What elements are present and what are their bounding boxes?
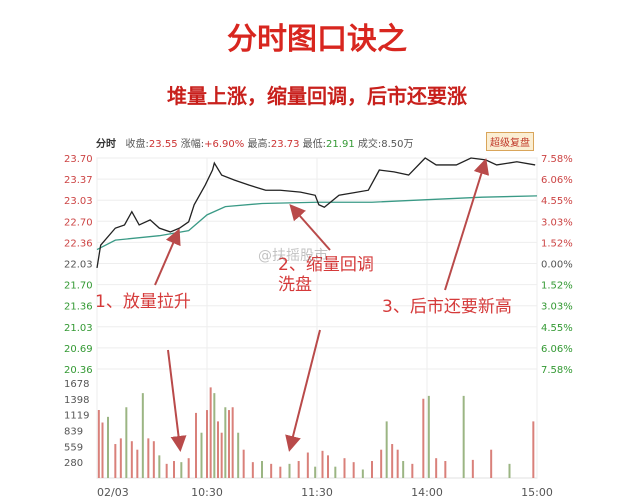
annotation-arrow [444, 158, 490, 291]
pct-tick-label: 3.03% [541, 217, 573, 228]
x-tick-label: 02/03 [97, 486, 129, 499]
price-tick-label: 21.36 [64, 302, 93, 313]
annotation-2: 2、缩量回调 [278, 255, 374, 275]
x-tick-label: 10:30 [191, 486, 223, 499]
pct-tick-label: 7.58% [541, 154, 573, 165]
mode-label: 分时 [96, 139, 116, 150]
close-label: 收盘 [125, 139, 146, 150]
change-value: +6.90% [204, 139, 245, 150]
pct-tick-label: 7.58% [541, 365, 573, 376]
price-tick-label: 20.36 [64, 365, 93, 376]
x-tick-label: 14:00 [411, 486, 443, 499]
volume-tick-label: 1398 [64, 395, 89, 406]
volume-tick-label: 559 [64, 442, 83, 453]
page-subtitle: 堆量上涨，缩量回调，后市还要涨 [167, 84, 467, 108]
annotation-arrow [154, 228, 181, 286]
pct-tick-label: 1.52% [541, 238, 573, 249]
low-label: 最低 [302, 139, 323, 150]
watermark: @扶摇股市 [258, 248, 328, 264]
avg-price-line [96, 195, 538, 251]
annotation-arrow [289, 204, 331, 251]
pct-tick-label: 6.06% [541, 344, 573, 355]
low-value: 21.91 [326, 139, 355, 150]
price-tick-label: 22.70 [64, 217, 93, 228]
price-tick-label: 20.69 [64, 344, 93, 355]
close-value: 23.55 [148, 139, 178, 150]
page-title: 分时图口诀之 [227, 22, 407, 57]
volume-tick-label: 1678 [64, 379, 89, 390]
pct-tick-label: 4.55% [541, 323, 573, 334]
price-tick-label: 23.70 [64, 154, 93, 165]
price-line [96, 157, 536, 269]
super-replay-button[interactable]: 超级复盘 [486, 132, 534, 151]
high-value: 23.73 [270, 139, 300, 150]
quote-header: 分时 收盘:23.55 涨幅:+6.90% 最高:23.73 最低:21.91 … [96, 139, 414, 150]
price-tick-label: 21.03 [64, 323, 93, 334]
x-tick-label: 11:30 [301, 486, 333, 499]
pct-tick-label: 0.00% [541, 260, 573, 271]
annotation-1: 1、放量拉升 [95, 292, 191, 312]
pct-tick-label: 6.06% [541, 175, 573, 186]
volume-label: 成交 [357, 139, 378, 150]
annotation-3: 3、后市还要新高 [382, 297, 512, 317]
annotation-arrow [167, 349, 187, 452]
pct-tick-label: 3.03% [541, 302, 573, 313]
price-tick-label: 23.03 [64, 196, 93, 207]
annotation-2-line2: 洗盘 [278, 275, 312, 295]
pct-tick-label: 4.55% [541, 196, 573, 207]
volume-tick-label: 280 [64, 458, 83, 469]
annotation-arrow [285, 329, 321, 452]
price-tick-label: 22.36 [64, 238, 93, 249]
change-label: 涨幅 [180, 139, 201, 150]
volume-tick-label: 839 [64, 427, 83, 438]
volume-value: 8.50万 [381, 139, 414, 150]
x-tick-label: 15:00 [521, 486, 553, 499]
price-tick-label: 22.03 [64, 260, 93, 271]
price-tick-label: 23.37 [64, 175, 93, 186]
price-tick-label: 21.70 [64, 281, 93, 292]
high-label: 最高 [247, 139, 268, 150]
volume-tick-label: 1119 [64, 411, 89, 422]
pct-tick-label: 1.52% [541, 281, 573, 292]
